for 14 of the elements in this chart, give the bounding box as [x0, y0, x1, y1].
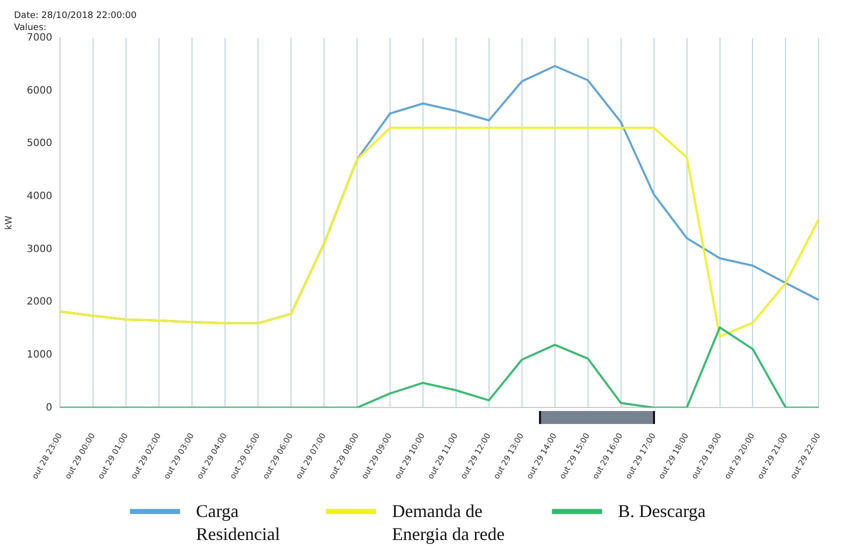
legend-label: Carga Residencial [196, 500, 281, 546]
text: Values: [14, 22, 48, 33]
legend-label: B. Descarga [618, 500, 707, 523]
legend-label: Demanda de Energia da rede [392, 500, 506, 546]
y-tick-label: 4000 [26, 191, 52, 202]
y-tick-label: 1000 [26, 349, 52, 360]
y-tick-label: 3000 [26, 244, 52, 255]
y-tick-label: 6000 [26, 85, 52, 96]
y-tick-label: 5000 [26, 138, 52, 150]
y-tick-label: 7000 [26, 32, 52, 44]
y-axis-title: kW [4, 216, 15, 230]
text: Date: 28/10/2018 22:00:00 [14, 10, 137, 22]
y-tick-label: 0 [46, 402, 52, 414]
y-tick-label: 2000 [26, 296, 52, 308]
